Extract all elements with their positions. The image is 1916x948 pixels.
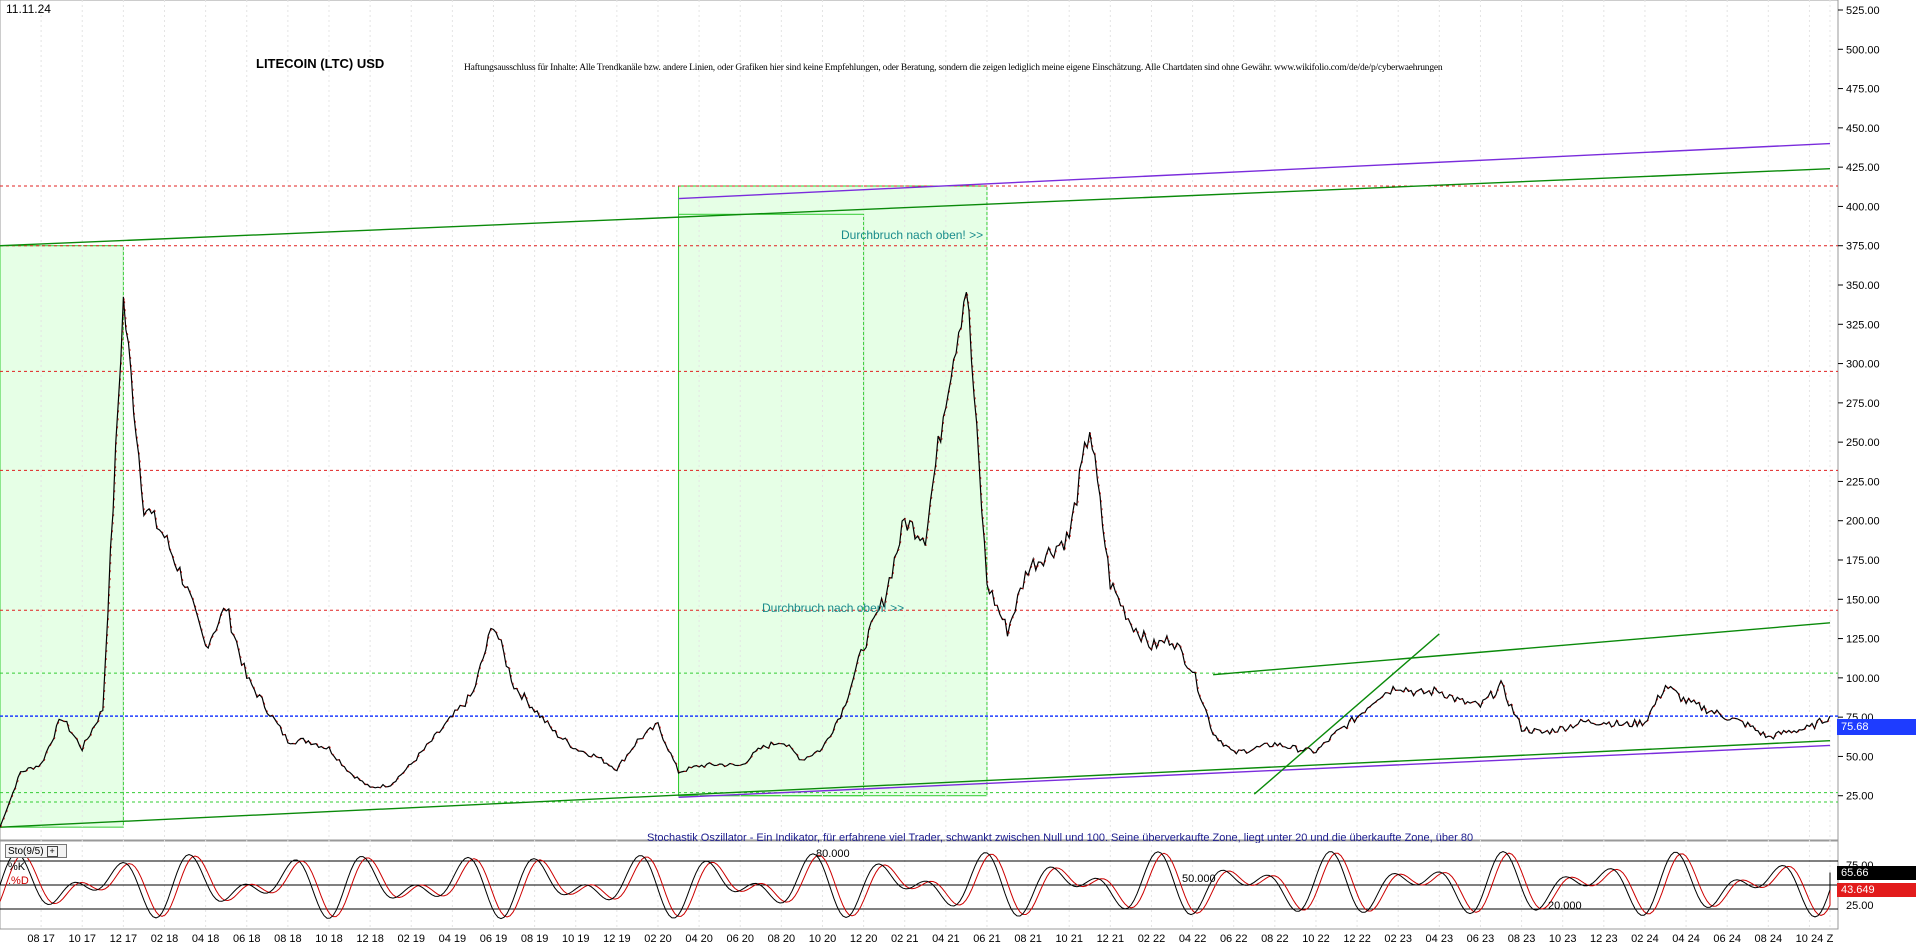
x-tick-label: 12 21	[1097, 933, 1125, 945]
x-tick-label: 04 23	[1426, 933, 1454, 945]
x-tick-label: 06 22	[1220, 933, 1248, 945]
x-tick-label: 04 20	[685, 933, 713, 945]
y-tick-label: 25.00	[1846, 791, 1874, 803]
y-tick-label: 125.00	[1846, 634, 1880, 646]
x-tick-label: 12 22	[1343, 933, 1371, 945]
trend-line	[678, 744, 1831, 798]
x-tick-label: 12 17	[110, 933, 138, 945]
expand-plus-icon[interactable]: +	[46, 845, 58, 857]
x-tick-label: 08 17	[27, 933, 55, 945]
x-tick-label: 02 21	[891, 933, 919, 945]
x-tick-label: 10 22	[1302, 933, 1330, 945]
x-tick-label: 06 23	[1467, 933, 1495, 945]
y-tick-label: 425.00	[1846, 162, 1880, 174]
x-tick-label: 10 17	[68, 933, 96, 945]
y-tick-label: 250.00	[1846, 437, 1880, 449]
price-series-accent	[0, 292, 1832, 828]
x-tick-label: 12 23	[1590, 933, 1618, 945]
x-tick-label: 02 18	[151, 933, 179, 945]
price-pane-frame	[0, 0, 1839, 841]
disclaimer-text: Haftungsausschluss für Inhalte: Alle Tre…	[464, 63, 1443, 73]
y-tick-label: 200.00	[1846, 516, 1880, 528]
indicator-name: Sto(9/5)	[8, 846, 44, 857]
y-tick-label: 100.00	[1846, 673, 1880, 685]
trend-line	[1253, 633, 1440, 795]
last-price-tag: 75.68	[1837, 719, 1916, 735]
x-tick-label: 04 22	[1179, 933, 1207, 945]
x-tick-label: 04 18	[192, 933, 220, 945]
y-tick-label: 525.00	[1846, 5, 1880, 17]
trend-line	[0, 740, 1831, 828]
osc-level-20-label: 20.000	[1548, 900, 1582, 912]
oscillator-y-tick-label: 25.00	[1846, 900, 1874, 912]
x-tick-label: 12 19	[603, 933, 631, 945]
k-value-tag: 65.66	[1837, 866, 1916, 880]
x-tick-label: 02 23	[1384, 933, 1412, 945]
x-tick-label: 08 20	[768, 933, 796, 945]
osc-level-50-label: 50.000	[1182, 873, 1216, 885]
x-tick-label: Z	[1827, 933, 1834, 945]
y-tick-label: 175.00	[1846, 555, 1880, 567]
x-tick-label: 06 24	[1713, 933, 1741, 945]
y-tick-label: 450.00	[1846, 123, 1880, 135]
x-tick-label: 06 18	[233, 933, 261, 945]
x-tick-label: 02 20	[644, 933, 672, 945]
y-tick-label: 225.00	[1846, 476, 1880, 488]
oscillator-k-line	[0, 850, 1831, 920]
chart-title: LITECOIN (LTC) USD	[256, 56, 385, 71]
x-tick-label: 08 22	[1261, 933, 1289, 945]
x-tick-label: 02 24	[1631, 933, 1659, 945]
y-tick-label: 325.00	[1846, 319, 1880, 331]
breakout-zone	[678, 185, 988, 797]
x-tick-label: 02 22	[1138, 933, 1166, 945]
x-tick-label: 08 23	[1508, 933, 1536, 945]
trend-line	[1213, 622, 1831, 676]
x-tick-label: 10 21	[1055, 933, 1083, 945]
x-tick-label: 08 18	[274, 933, 302, 945]
x-tick-label: 10 23	[1549, 933, 1577, 945]
trend-line	[0, 168, 1831, 247]
price-series-line	[0, 292, 1831, 828]
x-tick-label: 10 19	[562, 933, 590, 945]
y-tick-label: 375.00	[1846, 241, 1880, 253]
x-tick-label: 06 21	[973, 933, 1001, 945]
osc-level-80-label: 80.000	[816, 848, 850, 860]
date-label: 11.11.24	[6, 2, 51, 16]
x-tick-label: 06 20	[726, 933, 754, 945]
d-value-tag: 43.649	[1837, 883, 1916, 897]
y-tick-label: 300.00	[1846, 359, 1880, 371]
x-tick-label: 04 19	[439, 933, 467, 945]
oscillator-d-line	[0, 852, 1831, 918]
x-tick-label: 04 21	[932, 933, 960, 945]
x-tick-label: 10 18	[315, 933, 343, 945]
x-tick-label: 10 24	[1796, 933, 1824, 945]
y-tick-label: 475.00	[1846, 84, 1880, 96]
y-tick-label: 500.00	[1846, 44, 1880, 56]
x-tick-label: 08 19	[521, 933, 549, 945]
trend-line	[678, 142, 1831, 200]
y-tick-label: 150.00	[1846, 594, 1880, 606]
x-tick-label: 08 24	[1755, 933, 1783, 945]
y-tick-label: 400.00	[1846, 201, 1880, 213]
x-tick-label: 12 20	[850, 933, 878, 945]
y-tick-label: 350.00	[1846, 280, 1880, 292]
d-line-label: .%D	[8, 875, 29, 887]
x-tick-label: 08 21	[1014, 933, 1042, 945]
breakout-zone	[0, 245, 124, 828]
x-tick-label: 02 19	[397, 933, 425, 945]
x-tick-label: 06 19	[480, 933, 508, 945]
x-tick-label: 12 18	[356, 933, 384, 945]
x-tick-label: 10 20	[809, 933, 837, 945]
y-tick-label: 275.00	[1846, 398, 1880, 410]
annotation-breakout-top: Durchbruch nach oben! >>	[841, 228, 984, 242]
k-line-label: %K	[8, 861, 26, 873]
annotation-breakout-mid: Durchbruch nach oben! >>	[762, 601, 905, 615]
x-tick-label: 04 24	[1672, 933, 1700, 945]
oscillator-note: Stochastik Oszillator - Ein Indikator, f…	[647, 832, 1474, 843]
y-tick-label: 50.00	[1846, 751, 1874, 763]
indicator-selector[interactable]: Sto(9/5) +	[5, 844, 67, 858]
